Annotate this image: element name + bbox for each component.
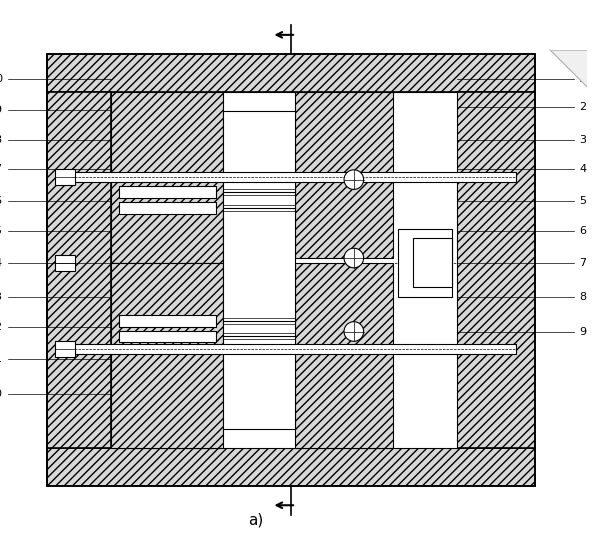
Text: 10: 10 [0,389,3,399]
Text: 5: 5 [579,196,586,207]
Bar [398,228,452,297]
Bar [428,253,452,272]
Bar [55,169,75,185]
Text: 2: 2 [579,102,586,112]
Circle shape [344,170,364,190]
Text: 17: 17 [0,165,3,174]
Bar [413,238,452,287]
Bar [47,54,535,92]
Text: 7: 7 [579,258,586,268]
Text: 18: 18 [0,135,3,145]
Text: 19: 19 [0,105,3,114]
Bar [111,92,224,263]
Bar [119,330,216,342]
Bar [66,344,515,354]
Bar [55,341,75,357]
Bar [457,92,535,449]
Bar [119,315,216,326]
Circle shape [344,322,364,341]
Bar [66,172,515,181]
Bar [224,111,295,429]
Text: 1: 1 [579,74,586,83]
Text: 13: 13 [0,292,3,301]
Bar [111,92,457,449]
Bar [47,54,535,486]
Text: 6: 6 [579,226,586,236]
Bar [55,255,75,271]
Text: a): a) [248,513,263,528]
Bar [47,92,111,449]
Bar [295,92,393,258]
Text: 16: 16 [0,196,3,207]
Circle shape [344,248,364,268]
Text: 14: 14 [0,258,3,268]
Text: 12: 12 [0,322,3,332]
Text: 4: 4 [579,165,586,174]
Text: 20: 20 [0,74,3,83]
Bar [119,186,216,198]
Bar [111,263,224,449]
Bar [295,263,393,449]
Text: 11: 11 [0,354,3,364]
Text: 3: 3 [579,135,586,145]
Text: 15: 15 [0,226,3,236]
Bar [119,202,216,214]
Text: 8: 8 [579,292,586,301]
Polygon shape [550,50,589,89]
Bar [47,449,535,486]
Text: 9: 9 [579,328,586,337]
